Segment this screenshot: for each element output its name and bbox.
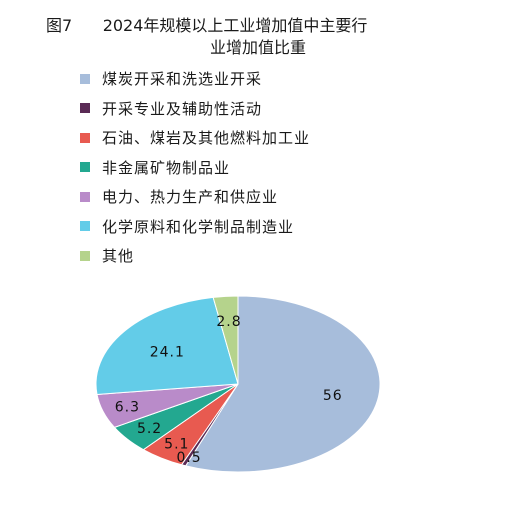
- legend-swatch: [80, 103, 90, 114]
- legend-swatch: [80, 162, 90, 173]
- legend-swatch: [80, 221, 90, 232]
- pie-labels: 56 0.55.15.2 6.3 24.1 2.8: [115, 314, 343, 466]
- legend-label: 化学原料和化学制品制造业: [102, 217, 295, 236]
- chart-title-line-2: 业增加值比重: [209, 38, 306, 57]
- pie-slice: [95, 296, 239, 396]
- legend-swatch: [80, 191, 90, 202]
- pie-slices: [95, 295, 381, 473]
- legend-item: 煤炭开采和洗选业开采: [80, 64, 310, 94]
- pie-slice-label: 56: [323, 388, 343, 404]
- pie-slice-label: 2.8: [216, 314, 241, 330]
- legend-label: 其他: [102, 247, 135, 266]
- pie-slice-label: 24.1: [150, 345, 185, 361]
- legend-label: 开采专业及辅助性活动: [102, 99, 263, 118]
- legend-label: 煤炭开采和洗选业开采: [102, 70, 263, 89]
- legend-label: 非金属矿物制品业: [102, 158, 231, 177]
- legend-swatch: [80, 73, 90, 84]
- legend-label: 电力、热力生产和供应业: [102, 188, 279, 207]
- legend-item: 开采专业及辅助性活动: [80, 94, 310, 124]
- pie-slice-label: 5.2: [137, 421, 162, 437]
- legend-swatch: [80, 132, 90, 143]
- legend-item: 其他: [80, 241, 310, 271]
- pie-slice: [212, 295, 239, 385]
- legend-item: 电力、热力生产和供应业: [80, 182, 310, 212]
- legend-swatch: [80, 250, 90, 261]
- legend-item: 非金属矿物制品业: [80, 153, 310, 183]
- chart-legend: 煤炭开采和洗选业开采 开采专业及辅助性活动 石油、煤岩及其他燃料加工业 非金属矿…: [80, 64, 310, 271]
- pie-slice-label: 0.5: [176, 450, 201, 466]
- legend-item: 石油、煤岩及其他燃料加工业: [80, 123, 310, 153]
- pie-slice-label: 5.1: [164, 436, 189, 452]
- pie-slice: [184, 295, 381, 473]
- chart-title-line-1: 图7 2024年规模以上工业增加值中主要行: [46, 16, 368, 35]
- legend-item: 化学原料和化学制品制造业: [80, 212, 310, 242]
- pie-slice-label: 6.3: [115, 400, 140, 416]
- legend-label: 石油、煤岩及其他燃料加工业: [102, 129, 311, 148]
